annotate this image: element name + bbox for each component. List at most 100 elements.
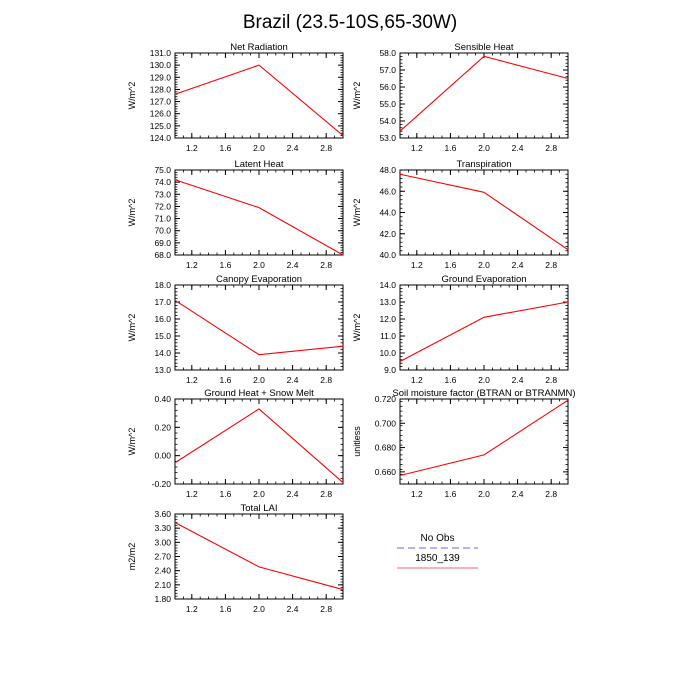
y-tick-label: 3.60 xyxy=(154,509,171,519)
legend-label-1850-139: 1850_139 xyxy=(415,553,460,564)
y-axis-label: unitless xyxy=(352,426,362,457)
y-tick-label: 124.0 xyxy=(150,133,172,143)
x-tick-label: 2.4 xyxy=(287,489,299,499)
y-tick-label: -0.20 xyxy=(152,479,172,489)
y-tick-label: 2.10 xyxy=(154,580,171,590)
x-tick-label: 1.6 xyxy=(444,143,456,153)
legend: No Obs 1850_139 xyxy=(397,533,478,569)
x-tick-label: 2.8 xyxy=(320,604,332,614)
y-axis-label: W/m^2 xyxy=(352,82,362,110)
legend-label-no-obs: No Obs xyxy=(421,533,455,544)
series-line xyxy=(174,179,344,256)
y-tick-label: 3.30 xyxy=(154,523,171,533)
x-tick-label: 2.0 xyxy=(478,375,490,385)
panel-title: Ground Heat + Snow Melt xyxy=(204,388,314,399)
x-tick-label: 2.8 xyxy=(545,260,557,270)
series-line xyxy=(399,399,569,477)
x-tick-label: 2.0 xyxy=(253,260,265,270)
plot-frame xyxy=(174,513,344,600)
y-tick-label: 68.0 xyxy=(154,250,171,260)
y-tick-label: 127.0 xyxy=(150,97,172,107)
y-tick-label: 2.70 xyxy=(154,552,171,562)
panel-3: Latent Heat W/m^2 1.2 1.6 2.0 2.4 2.8 68.0 69.0 7… xyxy=(127,159,344,270)
x-tick-label: 1.6 xyxy=(219,604,231,614)
series-line xyxy=(174,522,344,591)
x-tick-label: 2.8 xyxy=(545,489,557,499)
y-axis-label: W/m^2 xyxy=(127,199,137,227)
y-axis-label: W/m^2 xyxy=(127,314,137,342)
y-tick-label: 55.0 xyxy=(379,99,396,109)
panel-title: Canopy Evaporation xyxy=(216,274,302,285)
y-tick-label: 129.0 xyxy=(150,72,172,82)
panels-group: Net Radiation W/m^2 1.2 1.6 2.0 2.4 2.8 124.0 12… xyxy=(127,42,576,614)
y-tick-label: 42.0 xyxy=(379,229,396,239)
y-tick-label: 0.00 xyxy=(154,451,171,461)
y-tick-label: 56.0 xyxy=(379,82,396,92)
series-line xyxy=(174,299,344,356)
y-tick-label: 0.680 xyxy=(375,443,397,453)
panel-title: Soil moisture factor (BTRAN or BTRANMN) xyxy=(392,388,575,399)
panel-5: Canopy Evaporation W/m^2 1.2 1.6 2.0 2.4 2.8 13… xyxy=(127,274,344,385)
y-tick-label: 16.0 xyxy=(154,314,171,324)
y-tick-label: 58.0 xyxy=(379,48,396,58)
y-axis-label: W/m^2 xyxy=(127,82,137,110)
y-tick-label: 0.20 xyxy=(154,422,171,432)
plot-frame xyxy=(174,284,344,371)
x-tick-label: 2.0 xyxy=(253,375,265,385)
x-tick-label: 1.2 xyxy=(186,260,198,270)
panel-title: Net Radiation xyxy=(230,42,288,53)
x-tick-label: 2.0 xyxy=(253,143,265,153)
panel-9: Total LAI m2/m2 1.2 1.6 2.0 2.4 2.8 1.80 2.10 2.4… xyxy=(127,503,344,614)
y-tick-label: 74.0 xyxy=(154,177,171,187)
y-tick-label: 125.0 xyxy=(150,121,172,131)
y-tick-label: 53.0 xyxy=(379,133,396,143)
x-tick-label: 2.8 xyxy=(320,375,332,385)
y-tick-label: 54.0 xyxy=(379,116,396,126)
plot-frame xyxy=(399,398,569,485)
y-tick-label: 73.0 xyxy=(154,189,171,199)
x-tick-label: 1.2 xyxy=(186,489,198,499)
y-tick-label: 75.0 xyxy=(154,165,171,175)
y-tick-label: 9.0 xyxy=(384,365,396,375)
plot-frame xyxy=(174,169,344,256)
x-tick-label: 1.2 xyxy=(186,375,198,385)
y-axis-label: W/m^2 xyxy=(352,199,362,227)
y-tick-label: 48.0 xyxy=(379,165,396,175)
x-tick-label: 1.6 xyxy=(444,375,456,385)
y-tick-label: 1.80 xyxy=(154,594,171,604)
x-tick-label: 2.8 xyxy=(545,143,557,153)
y-axis-label: W/m^2 xyxy=(352,314,362,342)
y-tick-label: 0.720 xyxy=(375,394,397,404)
x-tick-label: 2.4 xyxy=(512,375,524,385)
panel-2: Sensible Heat W/m^2 1.2 1.6 2.0 2.4 2.8 53.0 54.… xyxy=(352,42,569,153)
x-tick-label: 2.0 xyxy=(478,489,490,499)
x-tick-label: 2.8 xyxy=(320,489,332,499)
panel-4: Transpiration W/m^2 1.2 1.6 2.0 2.4 2.8 40.0 42.… xyxy=(352,159,569,270)
y-axis-label: W/m^2 xyxy=(127,428,137,456)
y-tick-label: 14.0 xyxy=(379,280,396,290)
x-tick-label: 2.0 xyxy=(478,143,490,153)
y-tick-label: 128.0 xyxy=(150,84,172,94)
x-tick-label: 1.2 xyxy=(186,604,198,614)
y-tick-label: 2.40 xyxy=(154,566,171,576)
plot-frame xyxy=(399,52,569,139)
series-line xyxy=(399,301,569,362)
x-tick-label: 1.6 xyxy=(444,489,456,499)
x-tick-label: 2.4 xyxy=(287,375,299,385)
y-tick-label: 69.0 xyxy=(154,238,171,248)
panel-title: Transpiration xyxy=(456,159,511,170)
plot-frame xyxy=(174,398,344,485)
x-tick-label: 2.8 xyxy=(545,375,557,385)
y-tick-label: 14.0 xyxy=(154,348,171,358)
x-tick-label: 1.2 xyxy=(186,143,198,153)
y-tick-label: 0.700 xyxy=(375,418,397,428)
y-tick-label: 71.0 xyxy=(154,214,171,224)
y-tick-label: 0.40 xyxy=(154,394,171,404)
y-tick-label: 15.0 xyxy=(154,331,171,341)
panel-title: Ground Evaporation xyxy=(441,274,526,285)
x-tick-label: 1.6 xyxy=(219,260,231,270)
x-tick-label: 2.8 xyxy=(320,143,332,153)
x-tick-label: 1.6 xyxy=(219,489,231,499)
y-tick-label: 13.0 xyxy=(154,365,171,375)
